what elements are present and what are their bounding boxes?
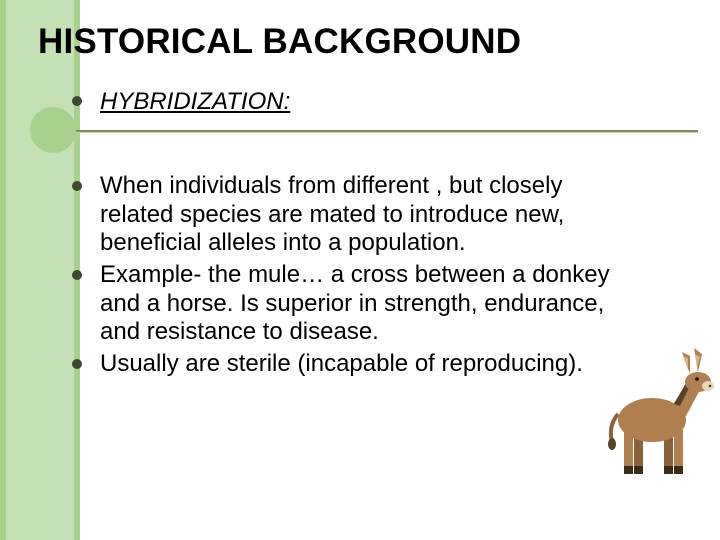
bullet-list: HYBRIDIZATION: When individuals from dif… — [72, 88, 632, 383]
bullet-item: Usually are sterile (incapable of reprod… — [72, 350, 632, 378]
bullet-item: Example- the mule… a cross between a don… — [72, 261, 632, 346]
donkey-icon — [594, 344, 714, 484]
sidebar-inner — [6, 0, 74, 540]
sidebar-outer — [0, 0, 80, 540]
bullet-item-heading: HYBRIDIZATION: — [72, 88, 632, 116]
slide-title: HISTORICAL BACKGROUND — [38, 22, 521, 62]
bullet-item: When individuals from different , but cl… — [72, 172, 632, 257]
accent-oval — [30, 107, 76, 153]
